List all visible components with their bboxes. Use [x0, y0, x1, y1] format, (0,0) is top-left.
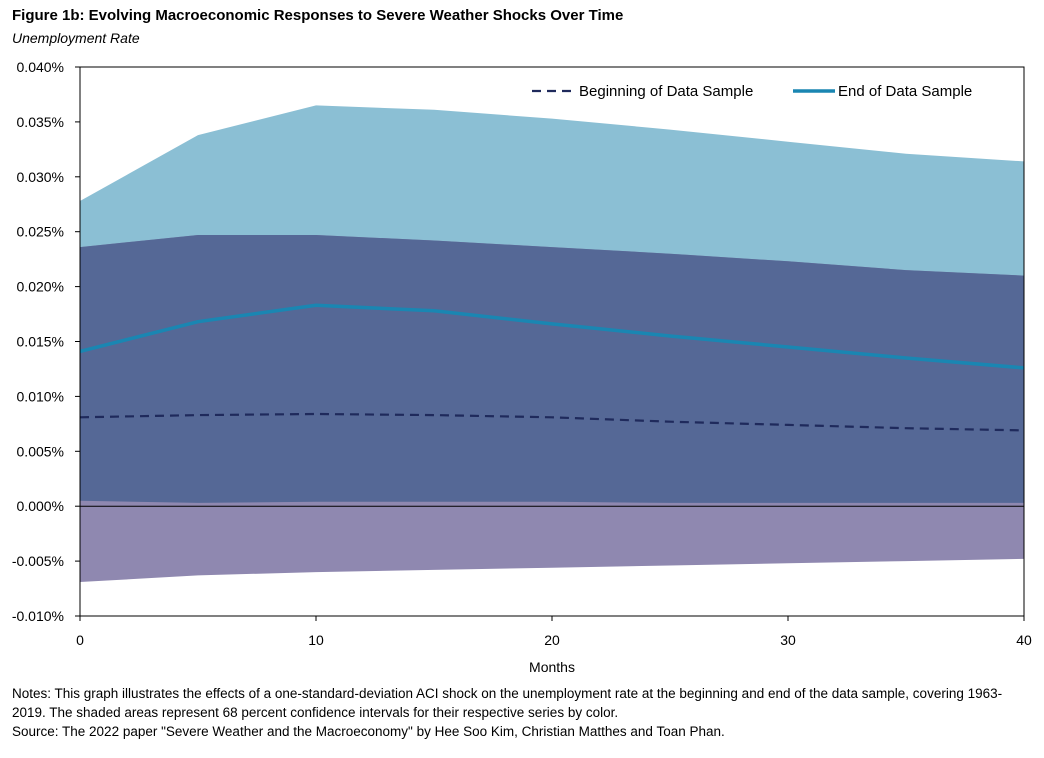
legend-label-end: End of Data Sample [838, 83, 972, 100]
series-lines [80, 303, 1024, 432]
y-tick-label: 0.025% [17, 224, 64, 240]
band-overlap [80, 235, 1024, 503]
y-tick-label: 0.035% [17, 114, 64, 130]
x-axis: 0 10 20 30 40 [76, 616, 1032, 648]
figure-subtitle: Unemployment Rate [12, 30, 140, 46]
source-text: Source: The 2022 paper "Severe Weather a… [12, 724, 725, 739]
y-tick-label: -0.010% [12, 608, 64, 624]
y-tick-label: 0.005% [17, 443, 64, 459]
y-tick-label: 0.000% [17, 498, 64, 514]
y-tick-label: 0.040% [17, 59, 64, 75]
y-tick-label: 0.020% [17, 279, 64, 295]
notes-text: Notes: This graph illustrates the effect… [12, 686, 1003, 720]
x-tick-label: 40 [1016, 632, 1032, 648]
confidence-bands [80, 105, 1024, 582]
unemployment-response-chart: -0.010% -0.005% 0.000% 0.005% 0.010% 0.015% 0.… [12, 59, 1032, 675]
y-tick-label: 0.015% [17, 334, 64, 350]
legend: Beginning of Data Sample End of Data Samp… [532, 83, 972, 100]
y-tick-label: -0.005% [12, 553, 64, 569]
chart-notes: Notes: This graph illustrates the effect… [12, 684, 1032, 741]
legend-label-beginning: Beginning of Data Sample [579, 83, 753, 100]
figure-title: Figure 1b: Evolving Macroeconomic Respon… [12, 7, 624, 24]
y-axis: -0.010% -0.005% 0.000% 0.005% 0.010% 0.015% 0.… [12, 59, 80, 624]
x-axis-title: Months [529, 659, 575, 675]
end-sample-line [80, 303, 1024, 370]
x-tick-label: 0 [76, 632, 84, 648]
x-tick-label: 20 [544, 632, 560, 648]
x-tick-label: 30 [780, 632, 796, 648]
y-tick-label: 0.030% [17, 169, 64, 185]
x-tick-label: 10 [308, 632, 324, 648]
beginning-sample-line [80, 412, 1024, 432]
y-tick-label: 0.010% [17, 388, 64, 404]
